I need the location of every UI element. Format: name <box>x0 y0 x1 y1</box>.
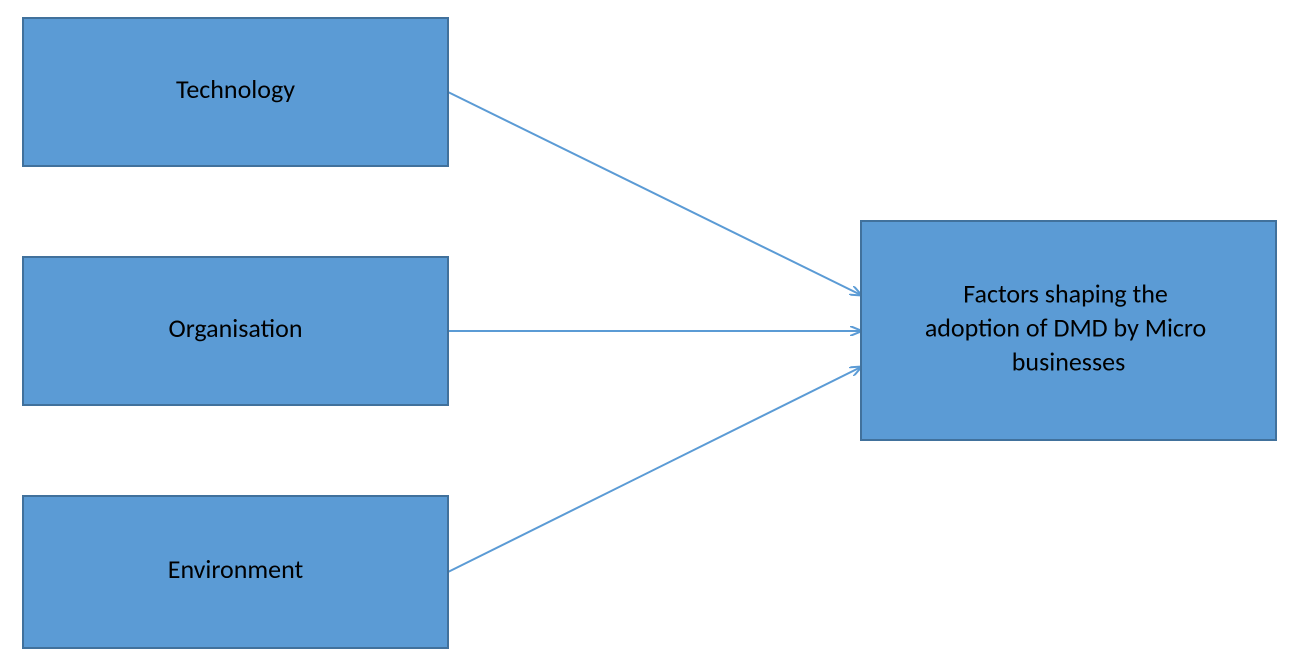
edges <box>448 92 861 572</box>
node-technology: Technology <box>23 18 448 166</box>
label-environment: Environment <box>168 553 304 585</box>
edge-technology <box>448 92 861 295</box>
label-technology: Technology <box>176 73 295 105</box>
edge-environment <box>448 367 861 572</box>
toe-framework-diagram: Technology Organisation Environment Fact… <box>0 0 1298 666</box>
label-organisation: Organisation <box>169 312 303 344</box>
node-factors: Factors shaping the adoption of DMD by M… <box>861 221 1276 440</box>
node-environment: Environment <box>23 496 448 648</box>
node-organisation: Organisation <box>23 257 448 405</box>
